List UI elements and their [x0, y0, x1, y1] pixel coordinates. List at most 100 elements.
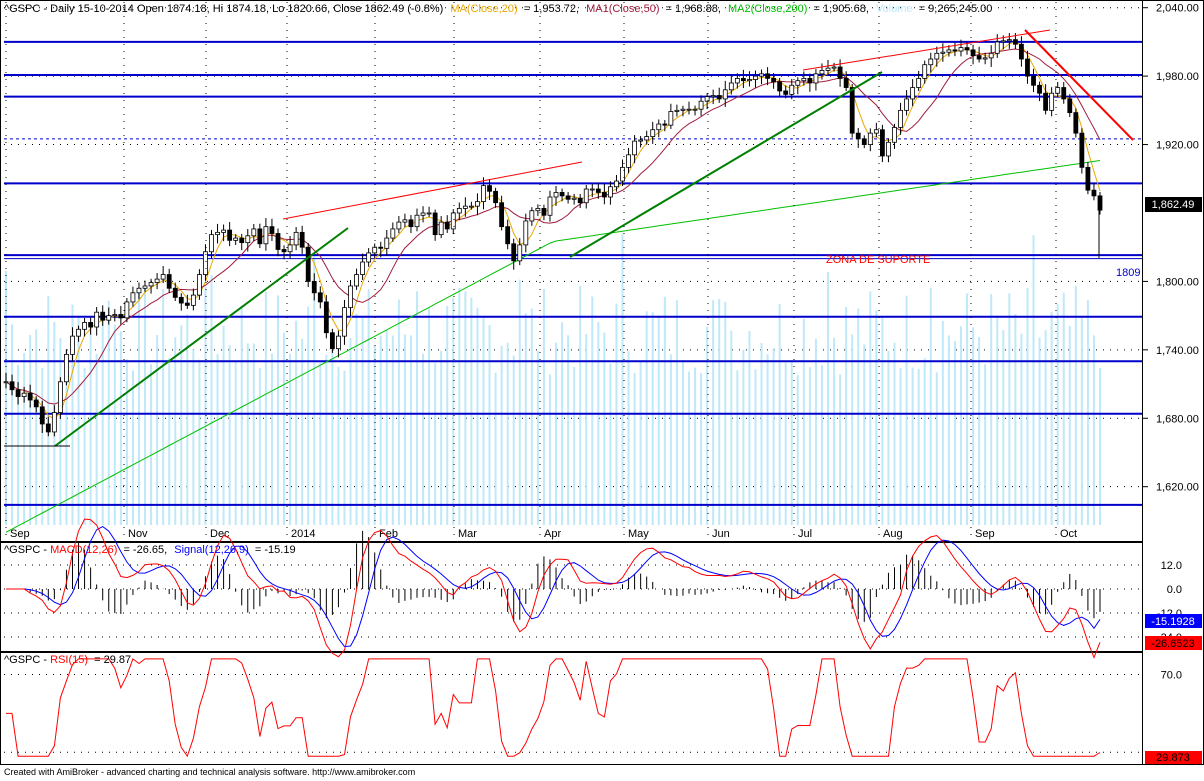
volume-bar	[174, 337, 176, 525]
volume-bar	[821, 365, 823, 525]
volume-bar	[331, 334, 333, 525]
price-candle	[58, 382, 62, 413]
volume-bar	[906, 296, 908, 525]
macd-tick-label: 12.0	[1161, 560, 1182, 572]
volume-bar	[217, 354, 219, 525]
volume-bar	[881, 317, 883, 525]
volume-bar	[585, 334, 587, 525]
price-candle	[445, 222, 449, 229]
volume-bar	[11, 325, 13, 525]
volume-bar	[1069, 326, 1071, 525]
ma20-value: = 1,953.72,	[524, 3, 579, 15]
volume-bar	[476, 308, 478, 525]
volume-bar	[809, 367, 811, 525]
price-candle	[633, 141, 637, 155]
volume-bar	[241, 305, 243, 525]
price-candle	[566, 196, 570, 199]
volume-bar	[428, 308, 430, 525]
price-candle	[735, 78, 739, 83]
volume-bar	[211, 275, 213, 525]
price-candle	[693, 109, 697, 110]
macd-label: MACD(12,26)	[50, 544, 117, 556]
footer-credit: Created with AmiBroker - advanced charti…	[4, 767, 415, 777]
price-candle	[971, 50, 975, 56]
volume-bar	[646, 311, 648, 525]
price-candle	[1025, 59, 1029, 76]
volume-bar	[658, 316, 660, 525]
price-candle	[675, 110, 679, 111]
volume-bar	[960, 326, 962, 525]
price-candle	[300, 232, 304, 247]
volume-bar	[676, 300, 678, 525]
volume-value: = 9,265,245.00	[919, 3, 993, 15]
price-candle	[457, 208, 461, 213]
volume-bar	[996, 315, 998, 525]
volume-bar	[549, 374, 551, 525]
month-label: May	[628, 528, 649, 540]
price-candle	[548, 197, 552, 215]
svg-text:^GSPC - Daily 15-10-2014 Open: ^GSPC - Daily 15-10-2014 Open 1874.18, H…	[4, 3, 992, 15]
price-header-prefix: ^GSPC - Daily 15-10-2014 Open 1874.18, H…	[4, 3, 443, 15]
volume-bar	[525, 313, 527, 525]
volume-bar	[132, 370, 134, 525]
price-candle	[772, 78, 776, 81]
price-candle	[373, 247, 377, 253]
volume-bar	[742, 350, 744, 525]
price-candle	[639, 140, 643, 141]
volume-bar	[84, 368, 86, 525]
macd-tick-label: 0.0	[1167, 584, 1182, 596]
price-candle	[977, 56, 981, 59]
volume-bar	[1045, 330, 1047, 525]
volume-bar	[1033, 235, 1035, 525]
price-candle	[131, 293, 135, 302]
volume-bar	[887, 351, 889, 525]
volume-bar	[422, 354, 424, 525]
price-candle	[669, 111, 673, 125]
price-candle	[1050, 93, 1054, 110]
price-candle	[778, 82, 782, 91]
price-candle	[874, 130, 878, 133]
volume-bar	[543, 289, 545, 525]
price-candle	[173, 288, 177, 297]
volume-bar	[573, 367, 575, 525]
volume-bar	[180, 325, 182, 525]
price-candle	[264, 227, 268, 244]
macd-header-prefix: ^GSPC -	[4, 544, 50, 556]
volume-bar	[102, 315, 104, 525]
price-candle	[663, 124, 667, 125]
price-tick-label: 1,980.00	[1156, 71, 1199, 83]
price-candle	[512, 244, 516, 261]
volume-bar	[718, 299, 720, 525]
month-label: Oct	[1060, 528, 1077, 540]
price-candle	[270, 227, 274, 234]
volume-bar	[1039, 338, 1041, 525]
price-candle	[64, 354, 68, 381]
price-candle	[929, 59, 933, 65]
price-candle	[892, 127, 896, 142]
ma20-label: MA(Close,20)	[450, 3, 517, 15]
price-candle	[965, 48, 969, 50]
price-candle	[101, 312, 105, 320]
price-candle	[681, 109, 685, 110]
price-candle	[191, 295, 195, 305]
price-candle	[536, 208, 540, 210]
volume-bar	[482, 317, 484, 525]
price-tick-label: 1,920.00	[1156, 140, 1199, 152]
last-macd-label: -26.6523	[1151, 638, 1194, 650]
volume-bar	[591, 296, 593, 525]
price-candle	[155, 279, 159, 282]
price-tick-label: 1,800.00	[1156, 276, 1199, 288]
price-candle	[899, 110, 903, 127]
price-candle	[796, 81, 800, 86]
price-candle	[627, 155, 631, 168]
price-candle	[621, 167, 625, 181]
price-candle	[379, 247, 383, 248]
volume-bar	[761, 343, 763, 525]
price-candle	[469, 206, 473, 207]
price-candle	[584, 189, 588, 203]
volume-bar	[1093, 335, 1095, 525]
price-candle	[294, 232, 298, 245]
price-candle	[723, 90, 727, 99]
price-candle	[917, 78, 921, 87]
volume-bar	[307, 307, 309, 525]
